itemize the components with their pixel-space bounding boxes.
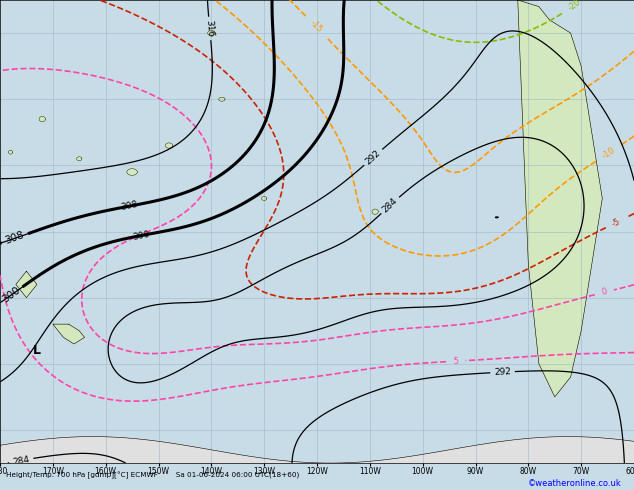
Text: -5: -5 [611,217,622,228]
Text: 284: 284 [12,454,30,466]
Text: -10: -10 [600,146,617,161]
Polygon shape [39,117,46,122]
Polygon shape [372,209,378,214]
Text: Height/Temp. 700 hPa [gdmp][°C] ECMWF        Sa 01-06-2024 06:00 UTC(18+60): Height/Temp. 700 hPa [gdmp][°C] ECMWF Sa… [6,472,300,479]
Polygon shape [262,196,267,200]
Polygon shape [53,324,84,344]
Polygon shape [208,30,215,36]
Text: ©weatheronline.co.uk: ©weatheronline.co.uk [527,479,621,488]
Text: 292: 292 [364,148,382,166]
Polygon shape [165,143,172,148]
Polygon shape [219,97,225,101]
Text: 284: 284 [381,196,399,215]
Text: 5: 5 [453,357,459,366]
Text: 292: 292 [494,367,511,377]
Text: 308: 308 [4,230,26,246]
Text: -20: -20 [566,0,583,13]
Text: 316: 316 [205,20,215,37]
Polygon shape [8,150,13,154]
Text: -15: -15 [308,19,324,35]
Polygon shape [518,0,602,397]
Text: L: L [33,344,41,357]
Polygon shape [77,157,82,161]
Text: 308: 308 [120,200,139,212]
Polygon shape [127,169,138,175]
Text: 300: 300 [1,285,22,305]
Polygon shape [16,271,37,298]
Text: 0: 0 [600,287,608,297]
Text: 300: 300 [133,229,151,242]
